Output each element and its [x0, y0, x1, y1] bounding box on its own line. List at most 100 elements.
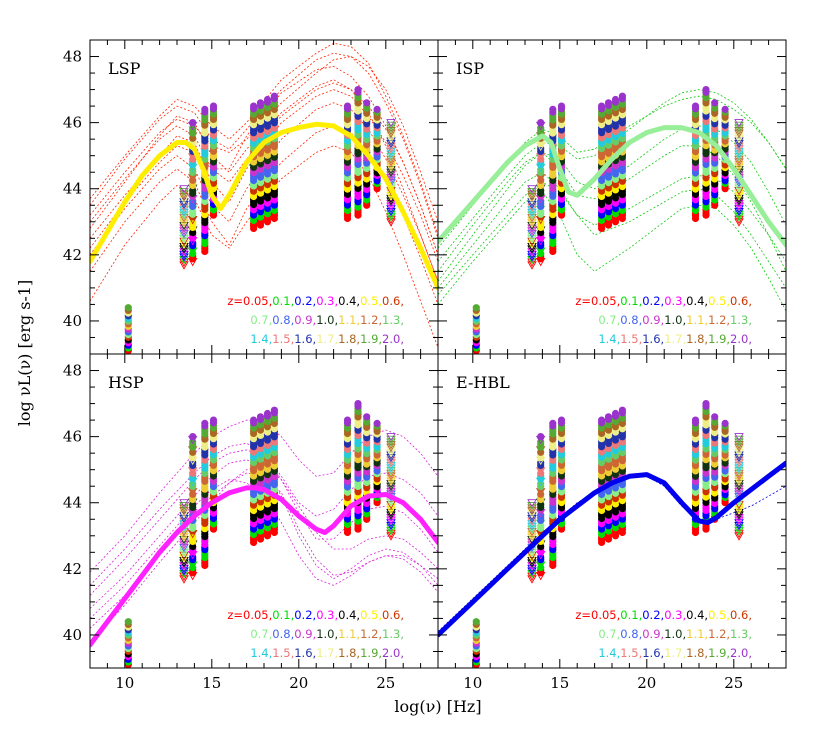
redshift-legend-item: 0.1,: [620, 294, 642, 308]
redshift-legend-item: 1.9,: [708, 332, 730, 346]
redshift-legend-item: 0.9,: [642, 313, 664, 327]
data-column: [598, 102, 606, 232]
redshift-legend-item: 1.8,: [338, 332, 360, 346]
x-tick-label: 25: [724, 674, 743, 692]
mean-sed-curve: [438, 125, 786, 248]
redshift-legend-item: 0.3,: [664, 608, 686, 622]
redshift-legend-row: z=0.05,0.1,0.2,0.3,0.4,0.5,0.6,: [575, 608, 752, 622]
data-point: [209, 416, 218, 424]
data-column: [386, 119, 396, 227]
redshift-legend-item: 1.0,: [316, 627, 338, 641]
data-point: [557, 102, 566, 110]
y-tick-label: 48: [63, 48, 82, 66]
redshift-legend-item: 2.0,: [382, 332, 404, 346]
redshift-legend-item: 2.0,: [730, 646, 752, 660]
redshift-legend: z=0.05,0.1,0.2,0.3,0.4,0.5,0.6,0.7,0.8,0…: [227, 294, 404, 346]
data-point: [270, 92, 278, 100]
x-tick-label: 15: [202, 674, 221, 692]
data-point: [256, 99, 265, 107]
data-point: [549, 419, 557, 427]
redshift-legend-item: 1.9,: [360, 646, 382, 660]
data-point: [343, 102, 352, 110]
panel-isp: [438, 86, 786, 354]
panel-label: HSP: [108, 373, 144, 392]
y-tick-label: 40: [63, 626, 82, 644]
model-curve: [438, 89, 786, 262]
upper-limit-marker: [527, 504, 537, 513]
x-tick-label: 10: [463, 674, 482, 692]
data-column: [618, 406, 627, 537]
x-tick-label: 10: [115, 674, 134, 692]
redshift-legend-item: 1.2,: [360, 313, 382, 327]
redshift-legend-item: 0.5,: [708, 294, 730, 308]
redshift-legend-item: 1.5,: [620, 332, 642, 346]
model-curve: [438, 171, 786, 289]
redshift-legend-item: 0.1,: [272, 294, 294, 308]
redshift-legend-item: 1.3,: [382, 313, 404, 327]
model-curve: [438, 175, 786, 295]
redshift-legend-item: 1.1,: [686, 627, 708, 641]
model-curve: [438, 191, 786, 312]
data-point: [363, 413, 371, 421]
redshift-legend-item: 0.8,: [272, 627, 294, 641]
data-column: [187, 119, 198, 267]
panel-label: ISP: [456, 59, 484, 78]
data-point: [354, 400, 362, 408]
y-tick-label: 46: [63, 114, 82, 132]
redshift-legend-item: 1.8,: [686, 646, 708, 660]
model-curve: [90, 42, 438, 236]
data-point: [557, 416, 566, 424]
redshift-legend-item: z=0.05,: [575, 608, 620, 622]
redshift-legend-item: 0.3,: [316, 608, 338, 622]
redshift-legend-item: 1.8,: [686, 332, 708, 346]
data-point: [373, 419, 381, 427]
redshift-legend-item: 0.5,: [708, 608, 730, 622]
redshift-legend-item: 1.9,: [708, 646, 730, 660]
model-curve: [90, 56, 438, 222]
data-point: [209, 102, 218, 110]
data-column: [721, 419, 729, 507]
data-column: [527, 185, 537, 270]
data-column: [270, 92, 278, 223]
data-column: [386, 433, 396, 541]
data-column: [343, 102, 352, 223]
data-column: [604, 413, 613, 543]
data-point: [472, 304, 480, 312]
redshift-legend-item: 0.4,: [686, 294, 708, 308]
upper-limit-marker: [734, 435, 744, 445]
data-point: [702, 86, 710, 94]
redshift-legend-item: 0.9,: [294, 627, 316, 641]
upper-limit-marker: [734, 124, 744, 133]
redshift-legend-row: 1.4,1.5,1.6,1.7,1.8,1.9,2.0,: [250, 332, 404, 346]
redshift-legend-item: 1.2,: [708, 627, 730, 641]
model-curve: [90, 102, 438, 282]
data-column: [711, 99, 719, 209]
upper-limit-marker: [386, 438, 396, 447]
redshift-legend-item: 1.5,: [620, 646, 642, 660]
redshift-legend-item: 1.0,: [664, 627, 686, 641]
redshift-legend-item: 0.5,: [360, 608, 382, 622]
redshift-legend-item: 0.3,: [664, 294, 686, 308]
redshift-legend-item: 1.1,: [338, 313, 360, 327]
data-column: [354, 400, 362, 533]
redshift-legend-item: 1.4,: [250, 646, 272, 660]
redshift-legend-item: 0.7,: [250, 627, 272, 641]
data-point: [354, 86, 362, 94]
data-column: [734, 119, 744, 227]
redshift-legend-item: 2.0,: [382, 646, 404, 660]
panel-label: E-HBL: [456, 373, 510, 392]
data-point: [201, 419, 209, 427]
redshift-legend-item: 1.8,: [338, 646, 360, 660]
redshift-legend-item: 1.6,: [294, 646, 316, 660]
data-column: [256, 413, 265, 543]
redshift-legend-row: 0.7,0.8,0.9,1.0,1.1,1.2,1.3,: [598, 627, 752, 641]
data-column: [549, 105, 557, 256]
redshift-legend: z=0.05,0.1,0.2,0.3,0.4,0.5,0.6,0.7,0.8,0…: [227, 608, 404, 660]
redshift-legend-item: 0.2,: [294, 608, 316, 622]
redshift-legend-item: 0.5,: [360, 294, 382, 308]
redshift-legend-row: z=0.05,0.1,0.2,0.3,0.4,0.5,0.6,: [575, 294, 752, 308]
redshift-legend-row: 1.4,1.5,1.6,1.7,1.8,1.9,2.0,: [598, 646, 752, 660]
mean-sed-curve: [90, 121, 438, 291]
redshift-legend-item: 0.6,: [730, 294, 752, 308]
x-tick-label: 20: [289, 674, 308, 692]
